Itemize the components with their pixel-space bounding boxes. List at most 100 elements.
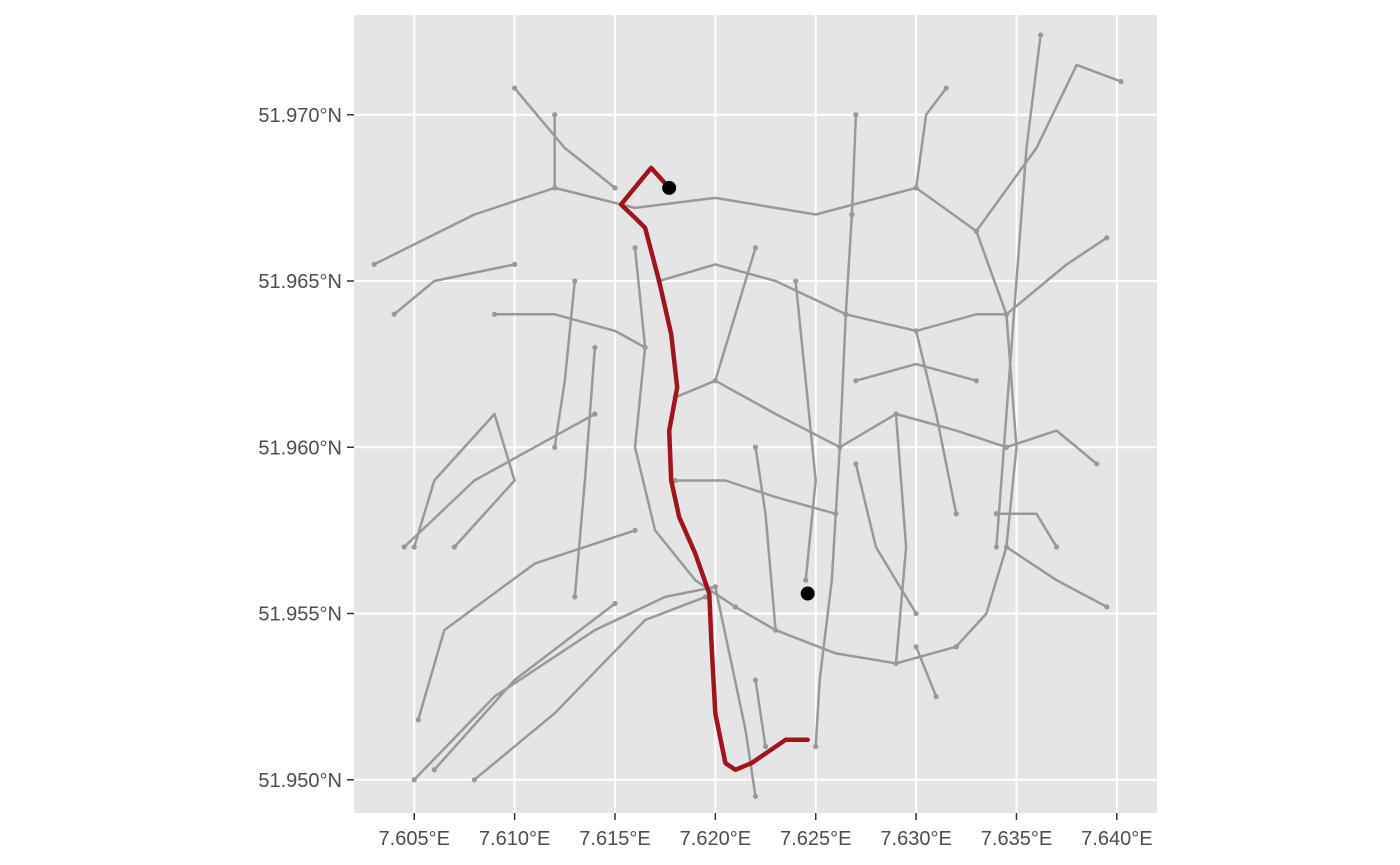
street-segment — [850, 113, 858, 216]
street-segment — [412, 412, 516, 549]
street-node — [712, 584, 718, 590]
x-tick-label: 7.640°E — [1081, 828, 1152, 850]
x-tick-label: 7.620°E — [680, 828, 751, 850]
street-node — [893, 660, 899, 666]
street-segment — [1005, 236, 1109, 316]
street-segment — [402, 412, 597, 549]
street-node — [752, 793, 759, 799]
street-node — [1054, 544, 1060, 550]
street-node — [913, 644, 919, 650]
street-node — [943, 85, 949, 91]
street-node — [1104, 604, 1110, 610]
street-node — [993, 544, 1000, 550]
street-node — [853, 461, 859, 467]
street-segment — [1005, 429, 1099, 466]
street-segment — [493, 313, 647, 349]
street-segment — [633, 246, 737, 609]
street-node — [672, 477, 678, 484]
street-segment — [416, 529, 637, 722]
street-segment — [914, 645, 938, 698]
x-tick-label: 7.610°E — [479, 828, 550, 850]
street-segment — [854, 362, 978, 382]
street-node — [572, 594, 578, 600]
street-node — [572, 278, 578, 284]
route-endpoint — [800, 586, 815, 601]
street-segment — [914, 86, 948, 190]
street-node — [371, 261, 377, 267]
street-segment — [794, 279, 817, 582]
street-segment — [838, 412, 1008, 449]
street-node — [411, 544, 417, 550]
street-node — [471, 777, 478, 783]
street-node — [762, 743, 769, 750]
street-segment — [392, 263, 516, 316]
street-node — [953, 644, 959, 650]
street-node — [1118, 78, 1124, 85]
y-tick-label: 51.965°N — [258, 271, 342, 293]
street-segment — [673, 479, 838, 516]
street-segment — [714, 585, 757, 798]
street-segment — [854, 462, 918, 615]
street-network — [371, 32, 1124, 799]
street-segment — [657, 263, 848, 316]
street-node — [712, 378, 718, 384]
street-node — [511, 261, 518, 267]
street-node — [752, 677, 759, 683]
street-node — [552, 444, 558, 450]
street-node — [511, 85, 518, 91]
street-node — [415, 717, 421, 723]
street-node — [411, 777, 417, 783]
street-node — [612, 600, 618, 607]
street-node — [391, 311, 397, 317]
street-segment — [954, 229, 1018, 648]
street-segment — [754, 678, 767, 748]
x-tick-label: 7.630°E — [880, 828, 951, 850]
street-node — [833, 511, 839, 517]
street-segment — [975, 63, 1123, 233]
street-node — [552, 112, 558, 118]
street-node — [803, 577, 809, 583]
plot-panel — [354, 15, 1157, 813]
x-tick-label: 7.635°E — [981, 828, 1052, 850]
street-node — [732, 604, 739, 610]
street-node — [853, 112, 859, 118]
street-node — [1094, 461, 1100, 467]
street-segment — [433, 602, 617, 772]
street-node — [913, 185, 919, 191]
street-node — [853, 378, 859, 384]
street-node — [973, 378, 979, 384]
street-segment — [844, 313, 1008, 333]
street-segment — [754, 445, 777, 632]
street-segment — [714, 246, 757, 382]
street-node — [793, 278, 799, 284]
route-endpoint — [662, 180, 677, 195]
y-tick-label: 51.950°N — [258, 770, 342, 792]
street-node — [401, 544, 407, 550]
route-line — [618, 165, 810, 773]
street-segment — [914, 329, 958, 516]
street-node — [1037, 32, 1044, 38]
street-node — [893, 411, 899, 417]
street-node — [592, 411, 598, 417]
street-node — [1104, 235, 1110, 241]
street-node — [1003, 544, 1010, 550]
street-node — [849, 211, 855, 218]
street-segment — [844, 213, 854, 316]
y-tick-label: 51.970°N — [258, 105, 342, 127]
street-segment — [372, 186, 978, 266]
route-path — [618, 165, 810, 773]
street-segment — [573, 346, 597, 599]
x-tick-label: 7.625°E — [780, 828, 851, 850]
x-tick-label: 7.615°E — [579, 828, 650, 850]
street-node — [632, 245, 638, 251]
street-segment — [513, 86, 617, 190]
street-segment — [734, 605, 958, 665]
street-node — [993, 511, 1000, 517]
street-node — [451, 544, 457, 550]
street-node — [592, 344, 598, 351]
street-node — [843, 311, 849, 317]
street-node — [431, 767, 437, 773]
street-node — [702, 594, 708, 600]
street-segment — [673, 379, 842, 449]
